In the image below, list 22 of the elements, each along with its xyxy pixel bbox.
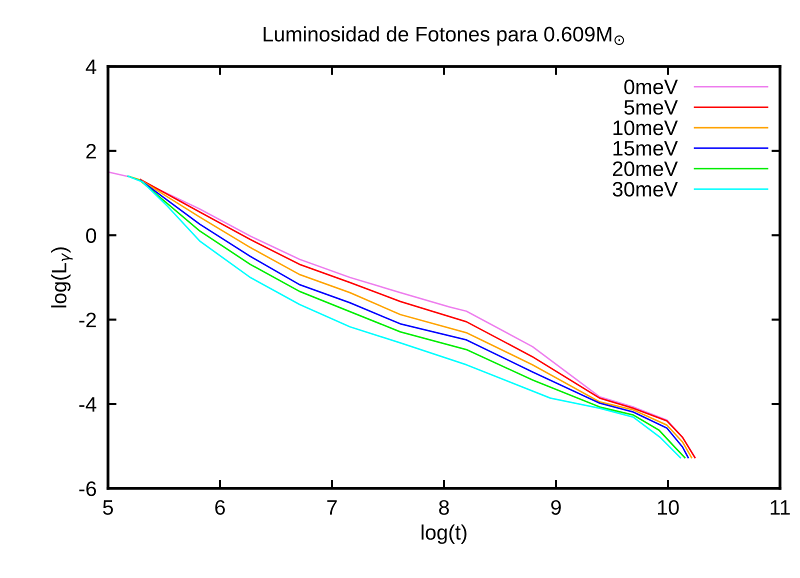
legend-label: 15meV — [614, 141, 678, 156]
y-tick-label: 2 — [86, 144, 96, 158]
legend-label: 5meV — [624, 100, 678, 115]
x-tick-label: 11 — [770, 500, 790, 515]
legend-label: 20meV — [612, 161, 678, 176]
x-axis-title: log(t) — [422, 524, 466, 544]
x-tick-label: 8 — [439, 500, 449, 515]
y-tick-label: 0 — [86, 228, 96, 243]
y-tick-label: -6 — [79, 481, 96, 496]
x-tick-label: 7 — [327, 500, 337, 515]
x-tick-label: 5 — [103, 500, 113, 515]
y-axis-title: log(L$_{γ}$) — [51, 247, 73, 308]
legend-label: 30meV — [612, 182, 678, 197]
x-tick-label: 10 — [658, 500, 679, 515]
x-tick-label: 6 — [215, 500, 225, 515]
y-tick-label: -2 — [79, 312, 96, 328]
legend-label: 10meV — [614, 120, 678, 136]
y-tick-label: -4 — [79, 397, 96, 412]
y-tick-label: 4 — [86, 60, 96, 74]
chart-title: Luminosidad de Fotones para 0.609M$_{⊙}$ — [264, 26, 624, 46]
x-tick-label: 9 — [551, 500, 561, 515]
legend-label: 0meV — [624, 80, 678, 94]
